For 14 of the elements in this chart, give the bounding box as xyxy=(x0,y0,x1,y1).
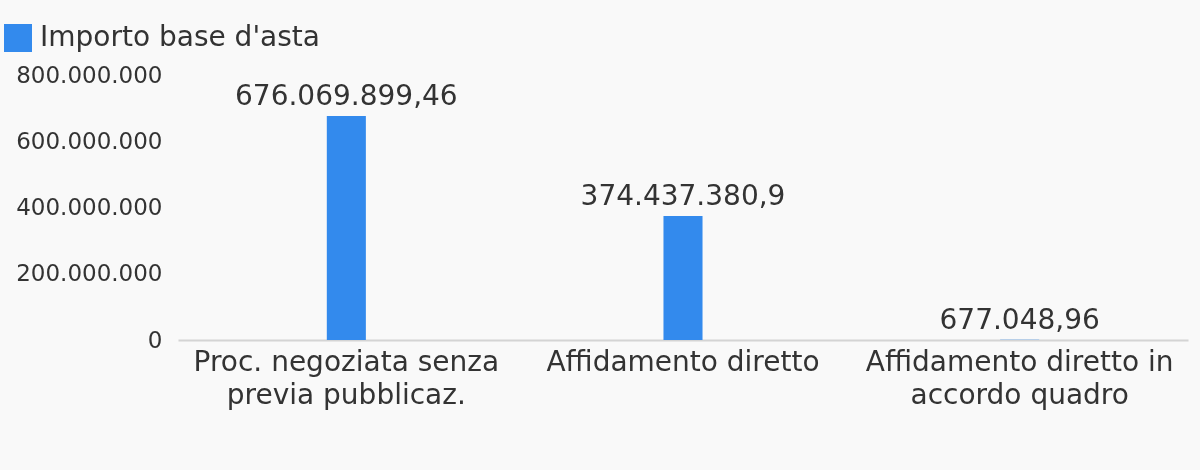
x-tick-label: Affidamento diretto xyxy=(546,344,820,378)
bar xyxy=(326,116,366,340)
data-label: 374.437.380,9 xyxy=(580,178,786,212)
y-tick-label: 800.000.000 xyxy=(16,61,163,88)
y-tick-label: 0 xyxy=(147,326,163,353)
data-label: 676.069.899,46 xyxy=(235,79,458,113)
y-tick-label: 200.000.000 xyxy=(16,260,163,287)
data-label: 677.048,96 xyxy=(939,302,1100,336)
legend-label: Importo base d'asta xyxy=(40,20,320,53)
x-tick-label: Proc. negoziata senza previa pubblicaz. xyxy=(193,344,500,411)
y-tick-label: 400.000.000 xyxy=(16,194,163,220)
bar xyxy=(663,215,703,340)
x-tick-label: Affidamento diretto in accordo quadro xyxy=(865,344,1174,411)
y-tick-label: 600.000.000 xyxy=(16,127,163,154)
